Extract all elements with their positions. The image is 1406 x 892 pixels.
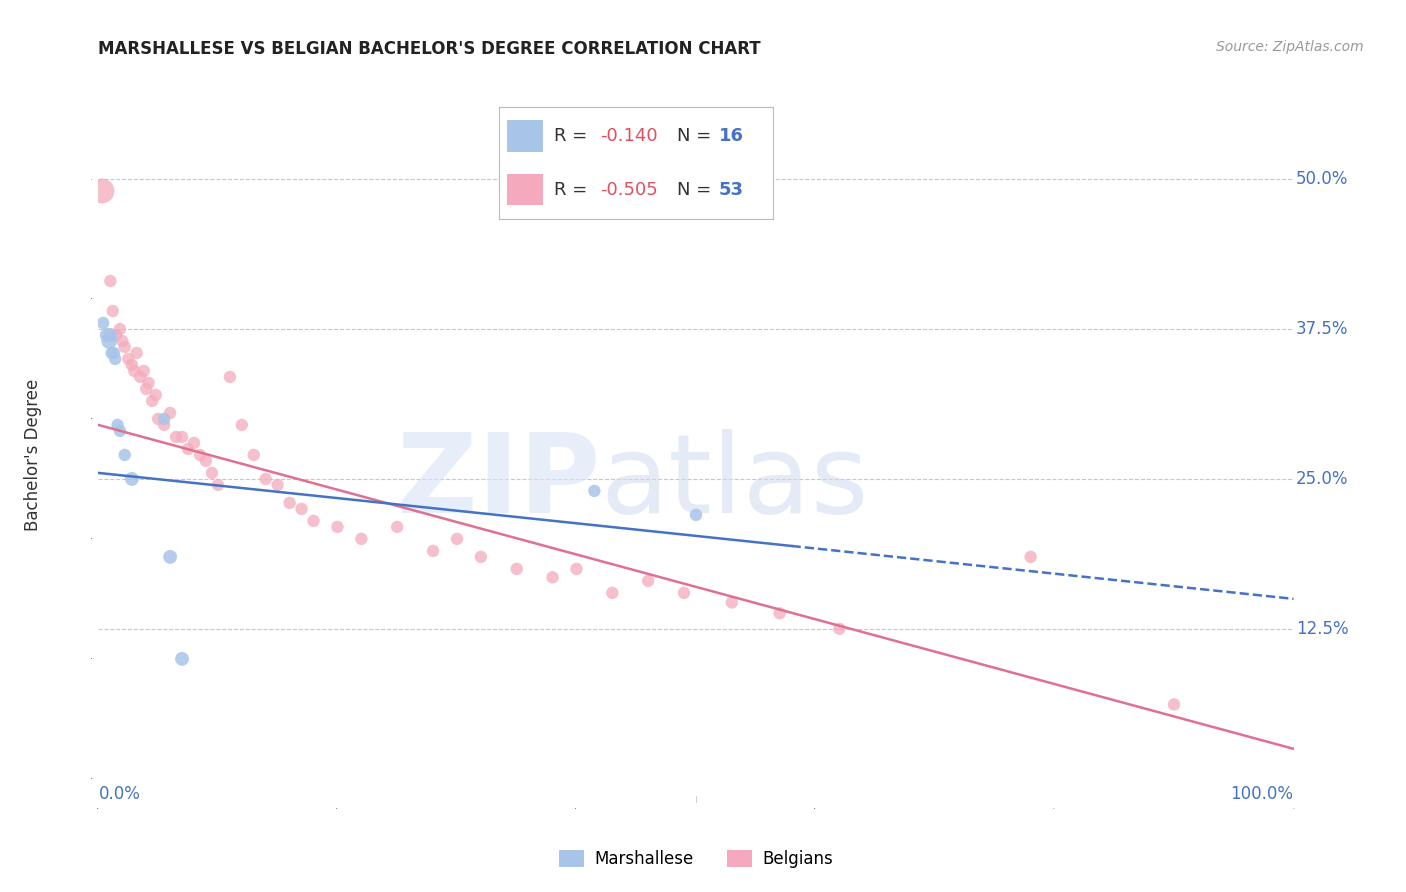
Point bbox=[302, 514, 325, 528]
Point bbox=[278, 496, 301, 510]
Point bbox=[565, 562, 588, 576]
Point bbox=[100, 346, 122, 360]
Point bbox=[114, 340, 136, 354]
Point bbox=[153, 417, 176, 432]
Point bbox=[673, 586, 696, 600]
Point bbox=[541, 570, 564, 584]
Point bbox=[121, 358, 143, 372]
Point bbox=[121, 472, 143, 486]
Text: 0.0%: 0.0% bbox=[98, 785, 141, 803]
Point bbox=[98, 334, 121, 348]
Text: 25.0%: 25.0% bbox=[1296, 470, 1348, 488]
Point bbox=[1163, 698, 1185, 712]
Point bbox=[108, 424, 131, 438]
Point bbox=[172, 430, 194, 444]
Point bbox=[165, 430, 187, 444]
Point bbox=[326, 520, 349, 534]
Point bbox=[98, 274, 122, 288]
Point bbox=[768, 607, 790, 621]
Text: Bachelor's Degree: Bachelor's Degree bbox=[24, 379, 42, 531]
Text: ZIP: ZIP bbox=[396, 429, 600, 536]
Point bbox=[132, 364, 155, 378]
Point bbox=[138, 376, 160, 390]
Point bbox=[177, 442, 200, 456]
Point bbox=[446, 532, 468, 546]
Point bbox=[103, 346, 125, 360]
Text: -0.505: -0.505 bbox=[600, 180, 658, 199]
Point bbox=[637, 574, 659, 588]
Point bbox=[583, 483, 606, 498]
Point bbox=[470, 549, 492, 564]
Point bbox=[290, 502, 312, 516]
Point bbox=[1019, 549, 1042, 564]
Text: Source: ZipAtlas.com: Source: ZipAtlas.com bbox=[1216, 40, 1364, 54]
Point bbox=[201, 466, 224, 480]
Text: -0.140: -0.140 bbox=[600, 127, 658, 145]
Text: R =: R = bbox=[554, 127, 593, 145]
Point bbox=[98, 328, 122, 343]
Point bbox=[350, 532, 373, 546]
Point bbox=[148, 412, 170, 426]
Point bbox=[685, 508, 707, 522]
Point bbox=[114, 448, 136, 462]
Point bbox=[101, 304, 124, 318]
Legend: Marshallese, Belgians: Marshallese, Belgians bbox=[553, 843, 839, 874]
Point bbox=[135, 382, 157, 396]
Point bbox=[721, 595, 744, 609]
Text: 37.5%: 37.5% bbox=[1296, 320, 1348, 338]
Text: N =: N = bbox=[678, 127, 717, 145]
Point bbox=[91, 316, 114, 330]
Point bbox=[105, 328, 128, 343]
Point bbox=[91, 184, 114, 198]
Point bbox=[129, 370, 152, 384]
Point bbox=[207, 478, 229, 492]
Point bbox=[141, 393, 163, 408]
Text: atlas: atlas bbox=[600, 429, 869, 536]
Point bbox=[125, 346, 148, 360]
Point bbox=[243, 448, 266, 462]
Text: 100.0%: 100.0% bbox=[1230, 785, 1294, 803]
Text: MARSHALLESE VS BELGIAN BACHELOR'S DEGREE CORRELATION CHART: MARSHALLESE VS BELGIAN BACHELOR'S DEGREE… bbox=[98, 40, 761, 58]
Point bbox=[219, 370, 242, 384]
Text: 12.5%: 12.5% bbox=[1296, 620, 1348, 638]
Text: R =: R = bbox=[554, 180, 593, 199]
Point bbox=[107, 417, 129, 432]
Point bbox=[111, 334, 134, 348]
Point bbox=[153, 412, 176, 426]
Text: 50.0%: 50.0% bbox=[1296, 170, 1348, 188]
Point bbox=[506, 562, 529, 576]
Point bbox=[124, 364, 146, 378]
Text: N =: N = bbox=[678, 180, 717, 199]
Point bbox=[600, 586, 623, 600]
Point bbox=[188, 448, 211, 462]
Point bbox=[267, 478, 290, 492]
Point bbox=[96, 328, 118, 343]
Bar bbox=[508, 120, 543, 152]
Point bbox=[104, 351, 127, 366]
Point bbox=[385, 520, 409, 534]
Point bbox=[254, 472, 277, 486]
Point bbox=[194, 454, 217, 468]
Point bbox=[828, 622, 851, 636]
Point bbox=[183, 436, 205, 450]
Point bbox=[172, 652, 194, 666]
Point bbox=[117, 351, 139, 366]
Point bbox=[422, 544, 444, 558]
Text: 16: 16 bbox=[718, 127, 744, 145]
Point bbox=[159, 549, 181, 564]
Point bbox=[145, 388, 167, 402]
Point bbox=[159, 406, 181, 420]
Point bbox=[108, 322, 131, 336]
Bar bbox=[508, 174, 543, 205]
Text: 53: 53 bbox=[718, 180, 744, 199]
Point bbox=[231, 417, 253, 432]
